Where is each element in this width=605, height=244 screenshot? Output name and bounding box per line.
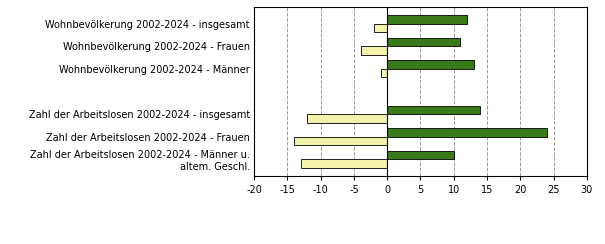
Bar [301, 159, 387, 168]
Bar [294, 137, 387, 145]
Bar [307, 114, 387, 123]
Bar [381, 69, 387, 77]
Bar [387, 15, 467, 24]
Bar [387, 106, 480, 114]
Bar [387, 128, 547, 137]
Bar [387, 151, 454, 159]
Bar [361, 46, 387, 55]
Bar [387, 38, 460, 46]
Bar [387, 60, 474, 69]
Legend: Waidhofen/Ybbs, Niederösterreich: Waidhofen/Ybbs, Niederösterreich [333, 240, 561, 244]
Bar [374, 24, 387, 32]
